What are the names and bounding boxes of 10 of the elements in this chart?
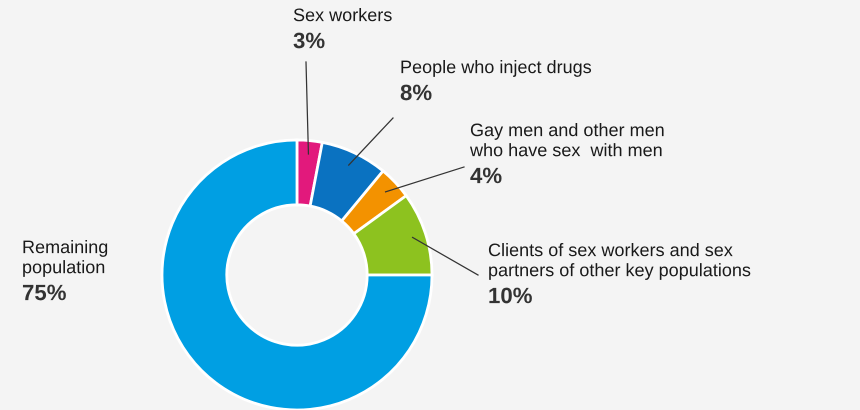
slice-label: Sex workers bbox=[294, 8, 392, 22]
slice-label: Remaining population bbox=[23, 240, 108, 277]
slice-label: People who inject drugs bbox=[401, 60, 592, 77]
slice-label: Clients of sex workers and sex partners of other key populations bbox=[488, 243, 750, 280]
data-label: 3% bbox=[294, 32, 325, 48]
slice-label: Gay men and other men who have sex with men bbox=[470, 123, 664, 156]
data-label: 4% bbox=[470, 168, 502, 184]
data-label: 10% bbox=[489, 288, 532, 304]
data-label: 8% bbox=[400, 84, 432, 100]
data-label: 75% bbox=[22, 284, 66, 300]
